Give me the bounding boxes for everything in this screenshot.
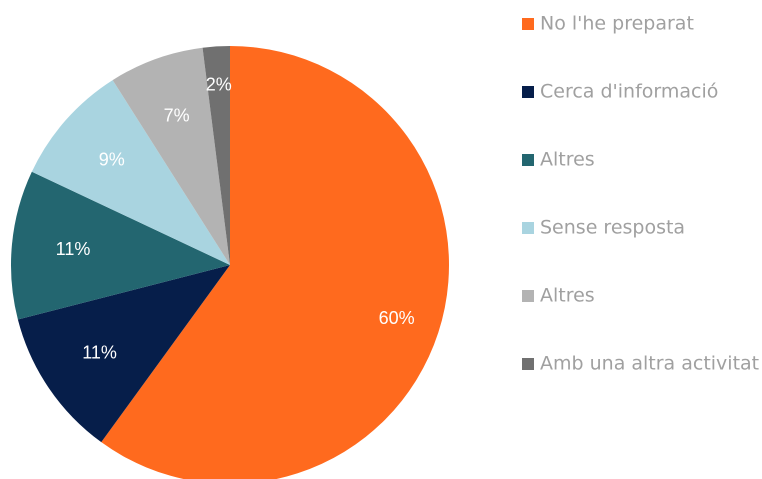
legend-label: Cerca d'informació: [540, 81, 718, 103]
pie-slice: [11, 171, 230, 320]
pie-slice: [202, 46, 230, 265]
pie-slice: [101, 46, 449, 479]
value-label: 60%: [379, 308, 415, 328]
legend-label: No l'he preparat: [540, 13, 694, 35]
legend-swatch: [522, 86, 534, 98]
value-label: 7%: [164, 105, 190, 125]
pie-slice: [112, 47, 230, 265]
legend-swatch: [522, 358, 534, 370]
value-label: 9%: [99, 149, 125, 169]
legend-swatch: [522, 222, 534, 234]
legend-swatch: [522, 290, 534, 302]
value-label: 11%: [82, 342, 117, 362]
pie-slice: [17, 265, 231, 443]
legend-label: Sense resposta: [540, 217, 685, 239]
value-label: 11%: [56, 239, 91, 259]
legend-label: Amb una altra activitat: [540, 353, 759, 375]
legend-label: Altres: [540, 285, 595, 307]
legend-swatch: [522, 154, 534, 166]
value-label: 2%: [206, 75, 232, 95]
pie-slice: [31, 80, 230, 265]
legend-swatch: [522, 18, 534, 30]
legend-label: Altres: [540, 149, 595, 171]
